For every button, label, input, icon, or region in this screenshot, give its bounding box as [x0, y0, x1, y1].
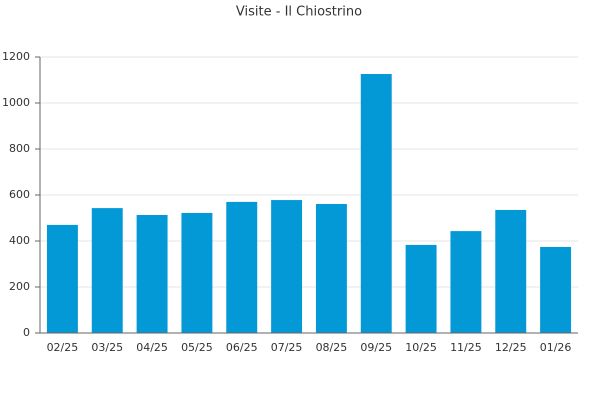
bar [540, 246, 572, 333]
x-tick-label: 02/25 [47, 341, 79, 354]
x-tick-label: 10/25 [405, 341, 437, 354]
bar [271, 200, 303, 333]
bar [226, 201, 258, 333]
x-tick-label: 01/26 [540, 341, 572, 354]
bar [46, 224, 78, 333]
y-tick-label: 800 [9, 142, 30, 155]
chart-title: Visite - Il Chiostrino [236, 5, 362, 20]
y-tick-label: 200 [9, 280, 30, 293]
bar [91, 208, 123, 333]
x-tick-label: 12/25 [495, 341, 527, 354]
bar [181, 212, 213, 333]
x-tick-label: 07/25 [271, 341, 303, 354]
bar [450, 231, 482, 333]
y-tick-label: 1200 [2, 50, 30, 63]
bar [495, 209, 527, 333]
y-tick-label: 400 [9, 234, 30, 247]
x-tick-label: 08/25 [316, 341, 348, 354]
y-tick-label: 0 [23, 326, 30, 339]
x-tick-label: 11/25 [450, 341, 482, 354]
bar [360, 74, 392, 334]
y-tick-label: 1000 [2, 96, 30, 109]
y-tick-label: 600 [9, 188, 30, 201]
x-tick-label: 03/25 [91, 341, 123, 354]
x-tick-label: 05/25 [181, 341, 213, 354]
bar [315, 203, 347, 333]
x-tick-label: 09/25 [360, 341, 392, 354]
bar [405, 244, 437, 333]
x-tick-label: 04/25 [136, 341, 168, 354]
x-tick-label: 06/25 [226, 341, 258, 354]
bar [136, 215, 168, 333]
